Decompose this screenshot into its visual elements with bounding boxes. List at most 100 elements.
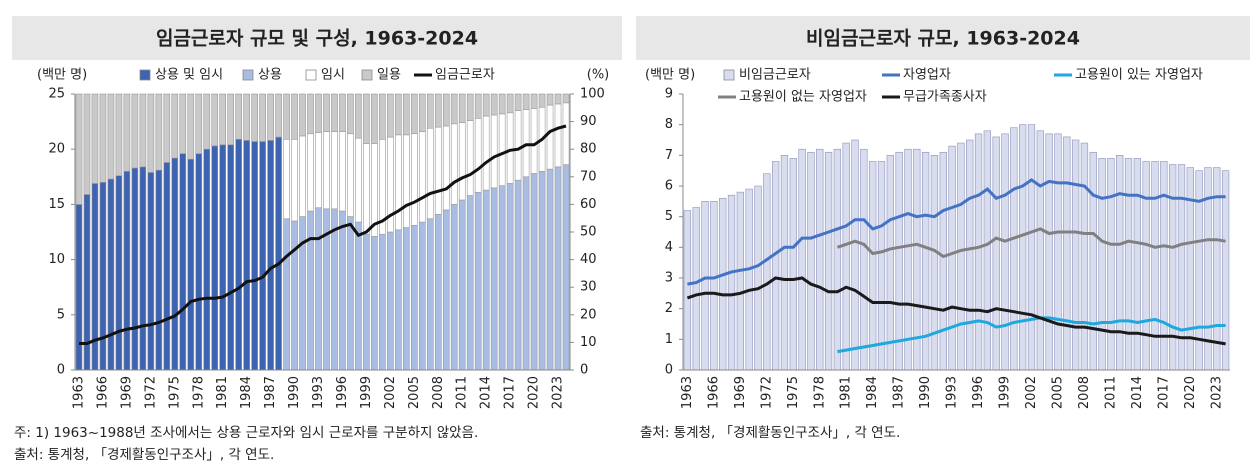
bar: [1027, 124, 1036, 371]
x-tick-label: 2017: [503, 376, 518, 409]
bar: [315, 207, 322, 371]
y-tick-label: 5: [57, 307, 65, 322]
bar: [402, 227, 410, 371]
x-tick-label: 1999: [359, 376, 374, 409]
y-tick-label: 20: [48, 142, 65, 157]
x-tick-label: 1990: [918, 376, 933, 409]
x-tick-label: 1981: [215, 376, 230, 409]
bar: [763, 173, 771, 371]
bar: [307, 210, 314, 371]
bar: [886, 155, 894, 371]
bar: [179, 153, 187, 371]
bar: [939, 151, 947, 371]
x-tick-label: 2020: [527, 376, 542, 409]
y-tick-label: 10: [48, 252, 65, 267]
bar: [410, 225, 418, 371]
y-tick-label: 25: [48, 87, 65, 102]
y-tick-label: 9: [665, 87, 673, 102]
bar: [983, 130, 992, 371]
bar: [347, 133, 354, 217]
x-tick-label: 1999: [998, 376, 1013, 409]
bar: [1045, 133, 1053, 371]
bar: [299, 135, 306, 217]
bar: [291, 138, 298, 222]
bar: [482, 93, 490, 117]
x-tick-label: 2011: [455, 376, 470, 409]
x-tick-label: 2014: [1130, 376, 1145, 409]
bar: [83, 93, 91, 195]
bar: [434, 126, 442, 215]
x-tick-label: 2023: [551, 376, 566, 409]
y2-tick-label: 60: [580, 197, 597, 212]
x-tick-label: 1975: [167, 376, 182, 409]
bar: [219, 93, 227, 146]
bar: [155, 169, 163, 371]
title-bar: [636, 16, 1250, 60]
bar: [410, 93, 418, 135]
x-tick-label: 2014: [479, 376, 494, 409]
bar: [833, 148, 842, 371]
bar: [522, 93, 530, 110]
x-tick-label: 2005: [407, 376, 422, 409]
bar: [187, 158, 195, 371]
bar: [211, 145, 219, 371]
bar: [99, 182, 107, 371]
bar: [115, 93, 123, 176]
bar: [530, 173, 538, 371]
bar: [554, 166, 562, 371]
x-tick-label: 1981: [839, 376, 854, 409]
bar: [482, 115, 490, 191]
bar: [869, 161, 877, 371]
bar: [363, 143, 370, 235]
x-tick-label: 2002: [383, 376, 398, 409]
bar: [379, 233, 386, 371]
bar: [363, 93, 370, 144]
chart-title: 임금근로자 규모 및 구성, 1963-2024: [156, 28, 478, 50]
bar: [283, 138, 290, 220]
bar: [291, 220, 298, 371]
bar: [1133, 158, 1142, 371]
bar: [347, 216, 354, 371]
bar: [395, 229, 402, 371]
bar: [155, 93, 163, 171]
bar: [267, 93, 274, 141]
bar: [1071, 139, 1080, 371]
x-tick-label: 1984: [239, 376, 254, 409]
bar: [251, 141, 258, 371]
bar: [562, 93, 570, 104]
x-tick-label: 1984: [865, 376, 880, 409]
bar: [798, 148, 806, 371]
bar: [877, 161, 886, 371]
bar: [1054, 133, 1062, 371]
y-axis-label: (백만 명): [37, 68, 87, 83]
bar: [930, 155, 939, 371]
bar: [458, 122, 466, 201]
legend-label: 고용원이 있는 자영업자: [1075, 68, 1203, 83]
bar: [1063, 136, 1071, 371]
bar: [522, 176, 530, 371]
bar: [1001, 133, 1009, 371]
bar: [195, 93, 203, 154]
bar: [966, 139, 974, 371]
bar: [147, 93, 155, 173]
x-tick-label: 1990: [287, 376, 302, 409]
bar: [171, 93, 179, 159]
legend-swatch: [242, 69, 254, 81]
bar: [195, 153, 203, 371]
bar: [418, 93, 426, 132]
bar: [402, 134, 410, 228]
chart-title: 비임금근로자 규모, 1963-2024: [806, 28, 1080, 50]
bar: [1107, 158, 1115, 371]
bar: [474, 93, 482, 119]
line: [837, 316, 1226, 354]
bar: [410, 133, 418, 226]
bar: [1221, 170, 1230, 371]
bar: [259, 141, 266, 371]
bar: [115, 175, 123, 371]
bar: [974, 133, 983, 371]
bar: [538, 170, 546, 371]
bar: [355, 221, 362, 371]
bar: [315, 132, 322, 209]
x-tick-label: 1963: [71, 376, 86, 409]
bar: [179, 93, 187, 154]
